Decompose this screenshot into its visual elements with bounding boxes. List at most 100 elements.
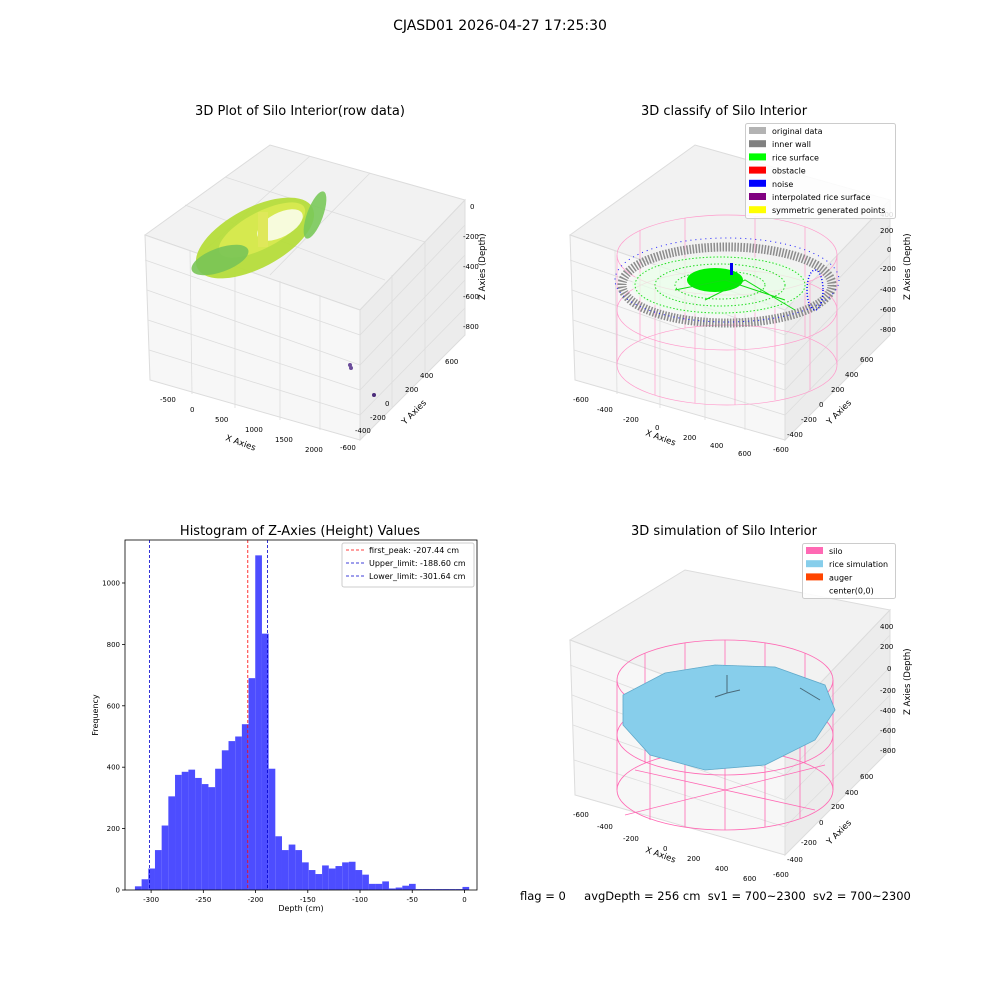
histogram-bar: [415, 889, 423, 890]
legend-entry: auger: [829, 573, 853, 582]
plot4-3d-axes: -600 -400 -200 0 200 400 600 -600 -400 -…: [568, 569, 913, 883]
legend-entry: first_peak: -207.44 cm: [369, 546, 459, 555]
plot2-ytick: 400: [845, 371, 858, 379]
legend-swatch: [806, 560, 823, 568]
histogram-bar: [208, 787, 216, 890]
plot4-xtick: 0: [663, 845, 667, 853]
plot1-zlabel: Z Axies (Depth): [478, 233, 488, 300]
plot1-ytick: 0: [385, 400, 389, 408]
legend-swatch: [749, 179, 766, 187]
histogram-ylabel: Frequency: [91, 694, 100, 736]
histogram-bar: [308, 870, 316, 890]
histogram-bar: [168, 796, 176, 890]
histogram-bar: [315, 874, 323, 890]
plot4-ytick: 200: [831, 803, 844, 811]
plot4-xlabel: X Axies: [644, 845, 677, 865]
status-sv2: sv2 = 700~2300: [812, 889, 911, 903]
plot2-ytick: -200: [801, 416, 817, 424]
legend-swatch: [749, 140, 766, 148]
histogram-bar: [188, 769, 196, 890]
histogram-bar: [375, 883, 383, 890]
plot4-ylabel: Y Axies: [824, 818, 854, 848]
legend-entry: symmetric generated points: [772, 206, 885, 215]
plot2-xlabel: X Axies: [644, 428, 677, 448]
histogram-bar: [362, 874, 369, 890]
plot2-legend: original data inner wall rice surface obsta…: [745, 123, 896, 219]
histogram-bar: [368, 883, 376, 890]
histogram-bar: [161, 825, 169, 890]
plot4-ztick: -200: [880, 687, 896, 695]
legend-entry: obstacle: [772, 167, 806, 176]
legend-swatch: [749, 206, 766, 214]
histogram-bar: [328, 868, 336, 890]
plot4-xtick: 600: [743, 875, 756, 883]
plot2-zlabel: Z Axies (Depth): [903, 233, 913, 300]
plot1-xtick: 500: [215, 416, 228, 424]
plot4-ztick: 400: [880, 623, 893, 631]
histogram-bar: [281, 850, 289, 890]
plot2-ylabel: Y Axies: [824, 398, 854, 428]
plot1-ylabel: Y Axies: [399, 398, 429, 428]
plot2-ytick: -400: [787, 431, 803, 439]
plot2-xtick: 400: [710, 442, 723, 450]
histogram-bar: [181, 771, 189, 890]
plot4-title: 3D simulation of Silo Interior: [631, 524, 817, 539]
histogram-bar: [175, 774, 182, 890]
plot4-ytick: 400: [845, 789, 858, 797]
plot4-xtick: 400: [715, 865, 728, 873]
plot1-xtick: 2000: [305, 446, 323, 454]
histogram-xtick: -100: [352, 896, 368, 904]
legend-swatch: [806, 586, 823, 594]
plot2-ztick: -800: [880, 326, 896, 334]
legend-swatch: [749, 166, 766, 174]
histogram-chart: -300 -250 -200 -150 -100 -50 0 0 200 400 600 800 10…: [91, 539, 478, 913]
histogram-bar: [134, 886, 142, 890]
figure-title: CJASD01 2026-04-27 17:25:30: [393, 18, 607, 34]
plot4-ztick: -800: [880, 747, 896, 755]
plot1-ztick: -200: [463, 233, 479, 241]
plot1-ztick: -400: [463, 263, 479, 271]
legend-entry: inner wall: [772, 140, 811, 149]
histogram-legend: [341, 542, 475, 588]
plot1-xtick: 0: [190, 406, 194, 414]
plot4-zlabel: Z Axies (Depth): [903, 648, 913, 715]
plot4-ytick: -400: [787, 856, 803, 864]
plot4-ztick: 0: [887, 665, 891, 673]
plot2-ytick: 200: [831, 386, 844, 394]
histogram-xtick: -50: [407, 896, 418, 904]
histogram-bar: [148, 868, 155, 890]
histogram-bar: [154, 850, 162, 890]
plot2-xtick: -600: [573, 396, 589, 404]
plot4-ytick: -600: [773, 871, 789, 879]
plot1-xlabel: X Axies: [224, 433, 257, 453]
plot2-title: 3D classify of Silo Interior: [640, 104, 808, 119]
plot4-xtick: 200: [687, 855, 700, 863]
histogram-bar: [355, 870, 363, 890]
plot1-3d-axes: -500 0 500 1000 1500 2000 -600 -400 -200…: [143, 144, 488, 454]
status-avg-depth: avgDepth = 256 cm: [584, 889, 701, 903]
plot2-xtick: 0: [655, 424, 659, 432]
histogram-xlabel: Depth (cm): [278, 904, 323, 913]
histogram-ytick: 0: [116, 887, 120, 895]
plot1-xtick: -500: [160, 396, 176, 404]
histogram-bar: [395, 887, 403, 890]
legend-swatch: [749, 193, 766, 200]
status-line: flag = 0 avgDepth = 256 cm sv1 = 700~230…: [520, 889, 911, 903]
histogram-bar: [241, 724, 249, 890]
plot2-ztick: -400: [880, 286, 896, 294]
histogram-bar: [462, 886, 470, 890]
plot4-ytick: -200: [801, 839, 817, 847]
histogram-bar: [235, 736, 242, 890]
plot1-ytick: -200: [370, 414, 386, 422]
plot2-xtick: -400: [597, 406, 613, 414]
plot4-legend: silo rice simulation auger center(0,0): [802, 543, 896, 599]
plot1-ztick: 0: [470, 203, 474, 211]
plot1-ytick: 600: [445, 358, 458, 366]
legend-entry: Upper_limit: -188.60 cm: [369, 559, 466, 568]
histogram-bar: [195, 777, 202, 890]
histogram-ytick: 600: [107, 702, 120, 710]
plot2-ztick: 0: [887, 246, 891, 254]
histogram-bar: [228, 741, 236, 890]
plot1-ztick: -600: [463, 293, 479, 301]
legend-entry: silo: [829, 547, 843, 556]
